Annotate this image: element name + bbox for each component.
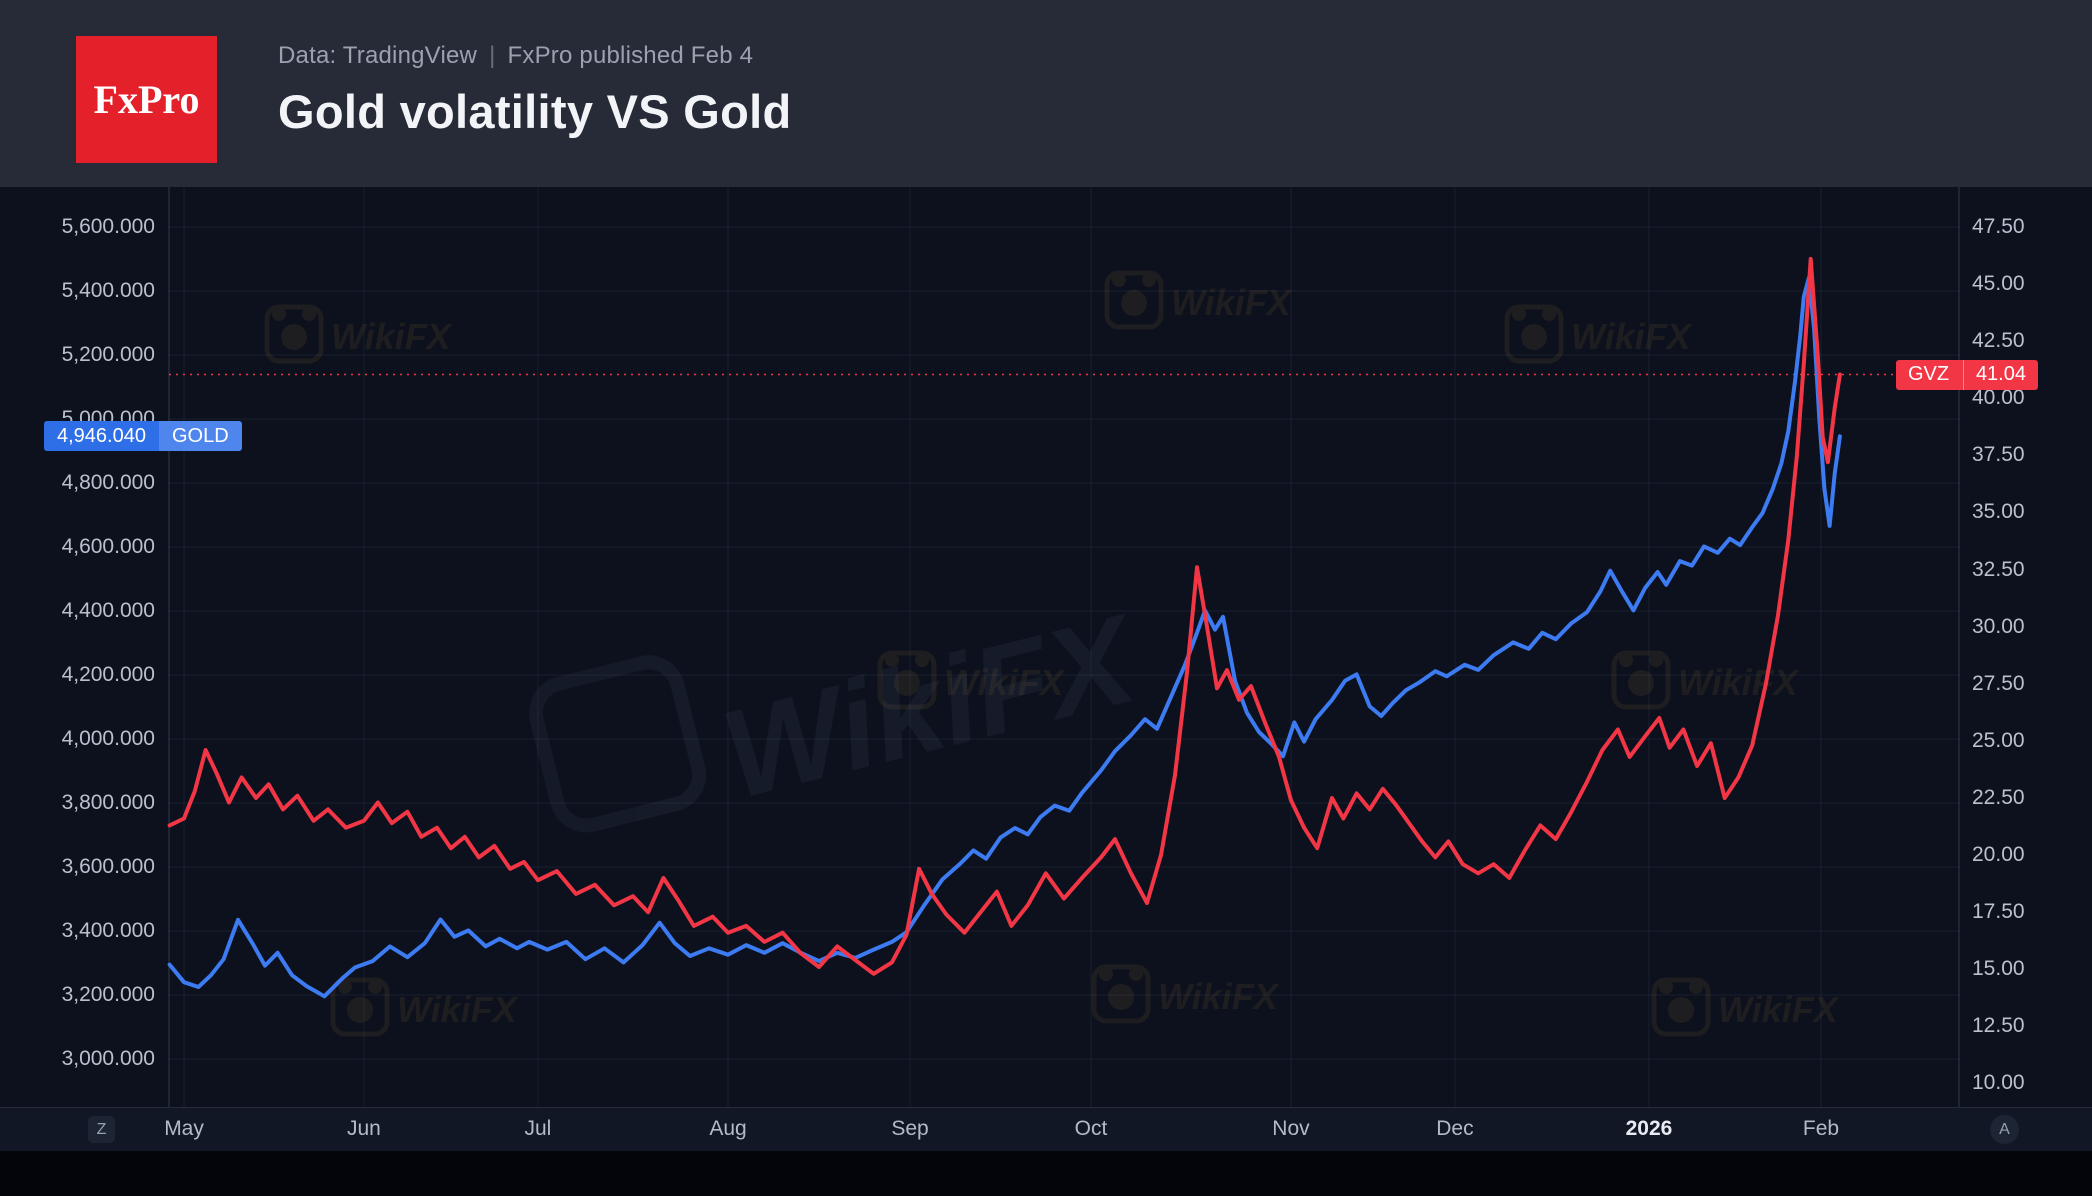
svg-text:WikiFX: WikiFX xyxy=(1718,989,1840,1030)
gvz-series-line[interactable] xyxy=(167,256,1842,976)
wikifx-watermark: WikiFX xyxy=(1504,304,1693,364)
wikifx-watermark: WikiFX xyxy=(877,650,1066,710)
svg-text:WikiFX: WikiFX xyxy=(1171,282,1293,323)
gold-series-line[interactable] xyxy=(167,275,1842,999)
right-axis-label: 20.00 xyxy=(1972,843,2025,867)
left-axis-label: 3,800.000 xyxy=(61,791,155,814)
right-price-scale[interactable]: 10.00 12.50 15.00 17.50 20.00 22.50 25.00 27.50… xyxy=(1959,187,2092,1107)
svg-text:WikiFX: WikiFX xyxy=(1158,976,1280,1017)
wikifx-watermark: WikiFX xyxy=(264,304,453,364)
gvz-price-label[interactable]: GVZ 41.04 xyxy=(1896,359,2038,390)
right-axis-label: 40.00 xyxy=(1972,386,2025,410)
timezone-button[interactable]: Z xyxy=(88,1116,115,1143)
left-axis-label: 4,800.000 xyxy=(61,471,155,494)
chart-canvas[interactable]: WikiFX WikiFX WikiFX WikiFX WikiFX WikiFX Wiki… xyxy=(0,187,2092,1107)
wikifx-watermark: WikiFX xyxy=(1104,270,1293,330)
x-axis-label: 2026 xyxy=(1625,1117,1673,1140)
svg-text:WikiFX: WikiFX xyxy=(331,316,453,357)
left-axis-label: 4,000.000 xyxy=(61,727,155,750)
right-axis-label: 35.00 xyxy=(1972,500,2025,524)
source-separator: | xyxy=(489,42,496,69)
grid xyxy=(169,187,1959,1107)
svg-text:WikiFX: WikiFX xyxy=(1678,662,1800,703)
time-axis[interactable]: May Jun Jul Aug Sep Oct Nov Dec 2026 Feb Z A xyxy=(0,1107,2092,1151)
right-axis-label: 12.50 xyxy=(1972,1014,2025,1038)
right-axis-label: 32.50 xyxy=(1972,557,2025,581)
x-axis-label: Feb xyxy=(1802,1117,1840,1140)
source-line: Data: TradingView | FxPro published Feb 4 xyxy=(278,42,792,70)
left-axis-label: 4,400.000 xyxy=(61,599,155,622)
wikifx-watermark: WikiFX xyxy=(1091,964,1280,1024)
header-text: Data: TradingView | FxPro published Feb 4 … xyxy=(278,42,792,139)
fxpro-logo-text: FxPro xyxy=(93,77,200,122)
gvz-price-value: 41.04 xyxy=(1962,359,2026,390)
source-prefix: Data: TradingView xyxy=(278,42,478,69)
x-axis-label: Jul xyxy=(524,1117,552,1140)
right-axis-label: 10.00 xyxy=(1972,1071,2025,1095)
left-axis-label: 3,600.000 xyxy=(61,855,155,878)
right-axis-label: 42.50 xyxy=(1972,329,2025,353)
left-axis-label: 4,600.000 xyxy=(61,535,155,558)
source-suffix: FxPro published Feb 4 xyxy=(507,42,754,69)
wikifx-watermark-large: WikiFX xyxy=(528,588,1153,833)
fxpro-logo: FxPro xyxy=(76,36,217,163)
left-axis-label: 3,000.000 xyxy=(61,1047,155,1070)
header-bar: FxPro Data: TradingView | FxPro published … xyxy=(0,0,2092,187)
right-axis-label: 30.00 xyxy=(1972,614,2025,638)
gold-price-label[interactable]: 4,946.040 GOLD xyxy=(44,421,242,452)
x-axis-label: Jun xyxy=(346,1117,381,1140)
left-axis-label: 3,400.000 xyxy=(61,919,155,942)
svg-text:WikiFX: WikiFX xyxy=(944,662,1066,703)
x-axis-label: Nov xyxy=(1272,1117,1310,1140)
right-axis-label: 27.50 xyxy=(1972,671,2025,695)
wikifx-watermark: WikiFX xyxy=(1651,977,1840,1037)
x-axis-label: Sep xyxy=(891,1117,929,1140)
left-axis-label: 5,400.000 xyxy=(61,279,155,302)
right-axis-label: 47.50 xyxy=(1972,214,2025,238)
gold-ticker: GOLD xyxy=(158,421,242,452)
x-axis-label: Oct xyxy=(1074,1117,1108,1140)
right-axis-label: 15.00 xyxy=(1972,957,2025,981)
watermark-layer: WikiFX WikiFX WikiFX WikiFX WikiFX WikiFX Wiki… xyxy=(264,270,1840,1037)
right-axis-label: 45.00 xyxy=(1972,272,2025,296)
left-axis-label: 4,200.000 xyxy=(61,663,155,686)
svg-text:WikiFX: WikiFX xyxy=(397,989,519,1030)
gvz-ticker: GVZ xyxy=(1908,363,1950,386)
gold-price-value: 4,946.040 xyxy=(44,421,159,452)
x-axis-label: Dec xyxy=(1436,1117,1474,1140)
right-axis-label: 25.00 xyxy=(1972,728,2025,752)
right-axis-label: 37.50 xyxy=(1972,443,2025,467)
wikifx-watermark: WikiFX xyxy=(1611,650,1800,710)
left-axis-label: 5,200.000 xyxy=(61,343,155,366)
right-axis-label: 22.50 xyxy=(1972,785,2025,809)
auto-scale-button[interactable]: A xyxy=(1990,1115,2019,1144)
page-title: Gold volatility VS Gold xyxy=(278,85,792,138)
wikifx-watermark: WikiFX xyxy=(330,977,519,1037)
x-axis-label: Aug xyxy=(709,1117,747,1140)
svg-text:WikiFX: WikiFX xyxy=(1571,316,1693,357)
left-axis-label: 5,600.000 xyxy=(61,215,155,238)
chart-plot-area[interactable]: WikiFX WikiFX WikiFX WikiFX WikiFX WikiFX Wiki… xyxy=(0,187,2092,1107)
right-axis-label: 17.50 xyxy=(1972,900,2025,924)
x-axis-label: May xyxy=(164,1117,204,1140)
left-axis-label: 3,200.000 xyxy=(61,983,155,1006)
left-price-scale[interactable]: 3,000.000 3,200.000 3,400.000 3,600.000 3,80… xyxy=(0,187,169,1107)
footer-bar xyxy=(0,1151,2092,1196)
